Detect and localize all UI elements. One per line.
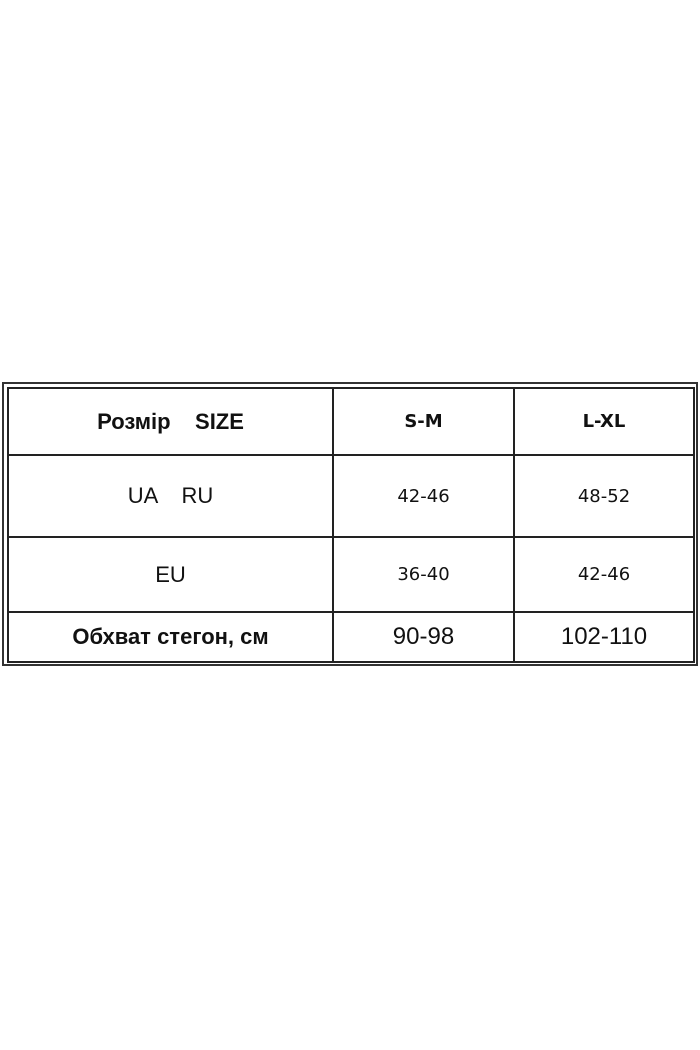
column-divider	[513, 387, 515, 661]
cell-value: 90-98	[392, 622, 455, 650]
row-label-eu: EU	[155, 561, 186, 587]
row-label-hip-circumference: Обхват стегон, см	[72, 623, 269, 649]
table-outer-border	[2, 382, 698, 666]
row-divider	[7, 536, 693, 538]
cell-value: 42-46	[577, 564, 631, 585]
header-size-label: Розмір SIZE	[97, 408, 244, 434]
column-divider	[332, 387, 334, 661]
cell-value: 48-52	[577, 485, 631, 507]
row-divider	[7, 454, 693, 456]
cell-value: 102-110	[560, 622, 648, 650]
row-label-ua-ru: UA RU	[127, 483, 214, 508]
cell-value: 42-46	[397, 485, 450, 507]
header-s-m: S-M	[404, 411, 443, 432]
row-divider	[7, 611, 693, 613]
header-l-xl: L-XL	[582, 411, 626, 432]
cell-value: 36-40	[397, 564, 450, 585]
table-inner-border	[7, 387, 695, 663]
